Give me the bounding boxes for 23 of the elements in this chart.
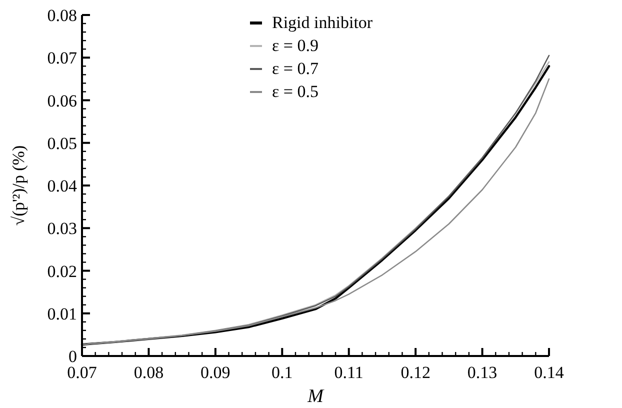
x-tick-label: 0.09 xyxy=(200,363,230,382)
x-tick-label: 0.14 xyxy=(534,363,564,382)
y-axis-title: √(p'²)/p (%) xyxy=(9,145,28,226)
y-tick-label: 0 xyxy=(68,347,77,366)
y-tick-label: 0.08 xyxy=(47,6,77,25)
x-tick-label: 0.13 xyxy=(467,363,498,382)
y-tick-label: 0.03 xyxy=(47,219,77,238)
legend-label: ε = 0.7 xyxy=(272,59,319,78)
x-axis-title: M xyxy=(306,386,325,407)
x-tick-label: 0.08 xyxy=(134,363,164,382)
y-tick-label: 0.01 xyxy=(47,304,77,324)
legend-label: ε = 0.9 xyxy=(272,36,318,55)
x-tick-label: 0.11 xyxy=(334,363,364,382)
y-tick-label: 0.04 xyxy=(47,176,78,196)
y-tick-label: 0.05 xyxy=(47,134,77,153)
legend-label: ε = 0.5 xyxy=(272,82,318,101)
y-tick-label: 0.07 xyxy=(47,48,78,68)
x-tick-label: 0.07 xyxy=(67,363,98,382)
legend-label: Rigid inhibitor xyxy=(272,13,373,32)
x-tick-label: 0.12 xyxy=(400,363,430,382)
y-tick-label: 0.02 xyxy=(47,262,77,281)
y-tick-label: 0.06 xyxy=(47,91,77,110)
x-tick-label: 0.1 xyxy=(272,363,293,382)
